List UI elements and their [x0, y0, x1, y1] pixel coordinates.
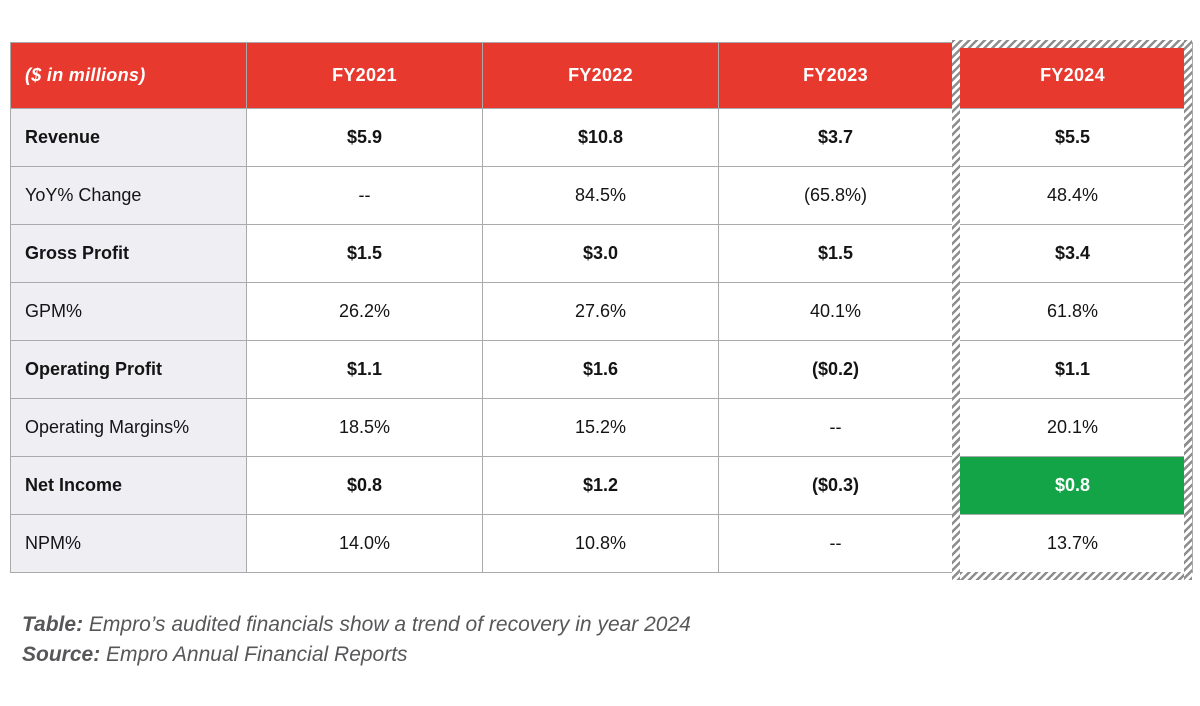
table-cell: $3.7 [718, 108, 953, 167]
table-cell: $5.5 [952, 108, 1193, 167]
table-cell: $1.2 [482, 456, 719, 515]
table-cell: 10.8% [482, 514, 719, 573]
table-cell: $0.8 [246, 456, 483, 515]
table-row-revenue: Revenue $5.9 $10.8 $3.7 $5.5 [10, 108, 1193, 167]
table-cell: $1.5 [718, 224, 953, 283]
table-cell: 48.4% [952, 166, 1193, 225]
table-cell: 26.2% [246, 282, 483, 341]
table-cell: $1.1 [952, 340, 1193, 399]
table-cell: $1.5 [246, 224, 483, 283]
table-row-operating-profit: Operating Profit $1.1 $1.6 ($0.2) $1.1 [10, 340, 1193, 399]
table-cell: 84.5% [482, 166, 719, 225]
table-row-net-income: Net Income $0.8 $1.2 ($0.3) $0.8 [10, 456, 1193, 515]
caption-title-line: Table: Empro’s audited financials show a… [22, 610, 691, 640]
table-cell: 61.8% [952, 282, 1193, 341]
table-caption: Table: Empro’s audited financials show a… [22, 610, 691, 670]
empro-financials-table: ($ in millions) FY2021 FY2022 FY2023 FY2… [10, 42, 1193, 573]
table-cell: ($0.3) [718, 456, 953, 515]
table-cell: -- [718, 398, 953, 457]
table-cell: $1.1 [246, 340, 483, 399]
table-cell: $3.4 [952, 224, 1193, 283]
column-header-fy2024: FY2024 [952, 42, 1193, 109]
table-row-yoy-change: YoY% Change -- 84.5% (65.8%) 48.4% [10, 166, 1193, 225]
table-cell: 15.2% [482, 398, 719, 457]
table-cell: 40.1% [718, 282, 953, 341]
table-row-npm: NPM% 14.0% 10.8% -- 13.7% [10, 514, 1193, 573]
row-label: Operating Margins% [10, 398, 247, 457]
table-header-row: ($ in millions) FY2021 FY2022 FY2023 FY2… [10, 42, 1193, 109]
highlighted-cell-net-income-fy2024: $0.8 [952, 456, 1193, 515]
row-label: NPM% [10, 514, 247, 573]
column-header-fy2023: FY2023 [718, 42, 953, 109]
caption-source-prefix: Source: [22, 643, 101, 666]
column-header-fy2022: FY2022 [482, 42, 719, 109]
table-cell: -- [246, 166, 483, 225]
table-cell: 27.6% [482, 282, 719, 341]
row-label: Net Income [10, 456, 247, 515]
table-cell: $3.0 [482, 224, 719, 283]
table-cell: 14.0% [246, 514, 483, 573]
row-label: YoY% Change [10, 166, 247, 225]
hatch-border-bottom [952, 572, 1192, 580]
table-cell: ($0.2) [718, 340, 953, 399]
table-cell: 13.7% [952, 514, 1193, 573]
table-cell: 20.1% [952, 398, 1193, 457]
row-label: Operating Profit [10, 340, 247, 399]
caption-source-text: Empro Annual Financial Reports [100, 643, 408, 666]
financials-table: ($ in millions) FY2021 FY2022 FY2023 FY2… [10, 40, 1193, 580]
unit-label: ($ in millions) [10, 42, 247, 109]
column-header-fy2021: FY2021 [246, 42, 483, 109]
table-cell: -- [718, 514, 953, 573]
row-label: Revenue [10, 108, 247, 167]
table-cell: 18.5% [246, 398, 483, 457]
caption-source-line: Source: Empro Annual Financial Reports [22, 640, 691, 670]
table-row-operating-margins: Operating Margins% 18.5% 15.2% -- 20.1% [10, 398, 1193, 457]
table-cell: $1.6 [482, 340, 719, 399]
row-label: GPM% [10, 282, 247, 341]
table-cell: $5.9 [246, 108, 483, 167]
row-label: Gross Profit [10, 224, 247, 283]
table-row-gross-profit: Gross Profit $1.5 $3.0 $1.5 $3.4 [10, 224, 1193, 283]
caption-title-text: Empro’s audited financials show a trend … [83, 613, 691, 636]
table-row-gpm: GPM% 26.2% 27.6% 40.1% 61.8% [10, 282, 1193, 341]
table-cell: $10.8 [482, 108, 719, 167]
caption-title-prefix: Table: [22, 613, 84, 636]
table-cell: (65.8%) [718, 166, 953, 225]
